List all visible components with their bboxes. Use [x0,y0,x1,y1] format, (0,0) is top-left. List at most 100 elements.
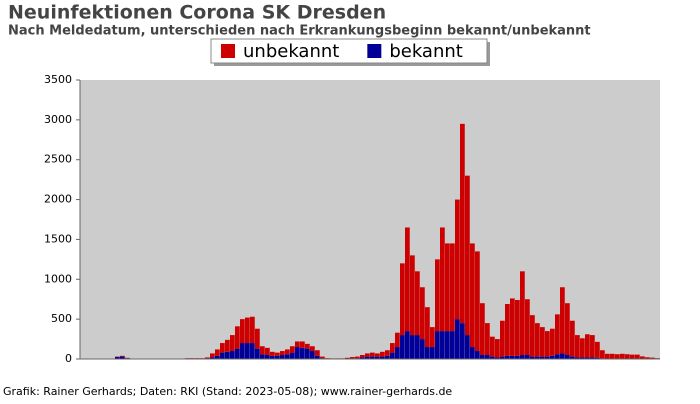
bar-segment [300,348,305,359]
bar-segment [620,354,625,359]
bar-segment [305,344,310,349]
bar-segment [600,350,605,358]
bar-segment [420,287,425,339]
bar-segment [460,323,465,359]
bar-segment [545,331,550,357]
bar-segment [555,314,560,354]
bar-segment [120,356,125,357]
bar-segment [485,355,490,359]
bar-segment [395,333,400,347]
bar-segment [490,337,495,357]
bar-segment [415,335,420,359]
bar-segment [375,353,380,356]
bar-segment [425,347,430,359]
bar-segment [205,357,210,358]
bar-segment [360,355,365,357]
bar-segment [540,327,545,356]
bar-segment [345,358,350,359]
bar-segment [610,354,615,359]
bar-segment [535,323,540,356]
y-tick-label: 500 [51,312,72,325]
bar-segment [265,348,270,355]
bar-segment [295,347,300,359]
bar-segment [410,255,415,335]
bar-segment [250,343,255,359]
bar-segment [405,331,410,359]
bar-segment [410,335,415,359]
bar-segment [240,343,245,359]
y-tick-label: 2000 [44,193,72,206]
bar-segment [575,335,580,357]
bar-segment [285,349,290,354]
footer: Grafik: Rainer Gerhards; Daten: RKI (Sta… [3,385,452,398]
bar-segment [300,341,305,347]
bar-segment [570,321,575,357]
y-tick-label: 2500 [44,153,72,166]
legend-label: unbekannt [243,41,339,62]
bar-segment [275,353,280,356]
bar-segment [615,354,620,358]
bar-segment [580,338,585,357]
bar-segment [480,303,485,355]
bar-segment [520,355,525,359]
bar-segment [400,263,405,335]
bar-segment [295,341,300,347]
bar-segment [565,303,570,355]
bar-segment [245,318,250,344]
bar-segment [550,329,555,356]
bar-segment [565,355,570,359]
bar-segment [260,354,265,359]
bar-segment [455,319,460,359]
bar-segment [235,326,240,348]
bar-segment [485,323,490,355]
bar-segment [470,243,475,347]
legend-label: bekannt [389,41,463,62]
bar-segment [405,227,410,331]
bar-segment [595,342,600,358]
bar-segment [225,352,230,359]
bar-segment [515,300,520,356]
bar-segment [320,357,325,359]
bar-segment [265,355,270,359]
bar-segment [355,357,360,359]
bar-segment [460,124,465,323]
bar-segment [510,298,515,355]
bar-segment [220,353,225,359]
bar-segment [635,355,640,359]
plot-area [80,80,660,359]
bar-segment [465,335,470,359]
bar-segment [530,315,535,356]
bar-segment [445,331,450,359]
bar-segment [280,355,285,359]
bar-segment [230,351,235,359]
bar-segment [555,354,560,359]
bar-segment [260,346,265,354]
bar-segment [390,353,395,359]
bar-segment [430,347,435,359]
y-tick-label: 3500 [44,73,72,86]
bar-segment [435,259,440,331]
bar-segment [380,352,385,357]
legend-swatch [221,44,235,58]
bar-segment [370,353,375,357]
bar-segment [450,243,455,331]
bar-segment [240,319,245,343]
bar-segment [605,354,610,359]
bar-segment [440,331,445,359]
bar-segment [480,355,485,359]
bar-segment [225,340,230,352]
bar-segment [585,334,590,357]
bar-segment [560,353,565,359]
bar-segment [525,355,530,359]
bar-segment [310,351,315,359]
bar-segment [365,353,370,356]
bar-segment [495,339,500,357]
bar-segment [520,271,525,355]
bar-segment [415,271,420,335]
bar-segment [445,243,450,331]
bar-segment [470,347,475,359]
bar-segment [390,343,395,353]
bar-segment [435,331,440,359]
bar-segment [315,350,320,356]
bar-segment [350,357,355,358]
